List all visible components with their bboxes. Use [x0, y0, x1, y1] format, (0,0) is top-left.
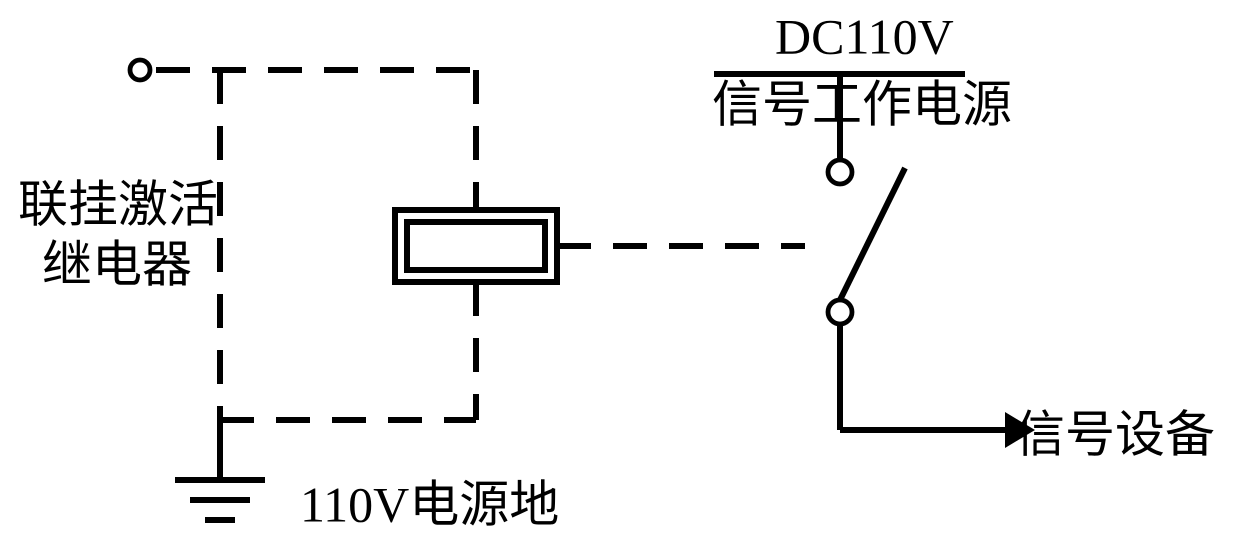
switch-terminal-top	[828, 160, 852, 184]
switch-terminal-bottom	[828, 300, 852, 324]
relay-label-line1: 联挂激活	[18, 176, 218, 232]
dc-label: DC110V	[775, 8, 954, 64]
signal-power-label: 信号工作电源	[712, 76, 1012, 132]
relay-schematic: 联挂激活 继电器 110V电源地 DC110V 信号工作电源 信号设备	[0, 0, 1240, 559]
switch-blade	[840, 168, 905, 300]
relay-coil-inner	[407, 222, 545, 270]
ground-label: 110V电源地	[300, 476, 559, 532]
open-terminal	[130, 60, 150, 80]
signal-equipment-label: 信号设备	[1015, 406, 1215, 462]
relay-label-line2: 继电器	[42, 236, 192, 292]
